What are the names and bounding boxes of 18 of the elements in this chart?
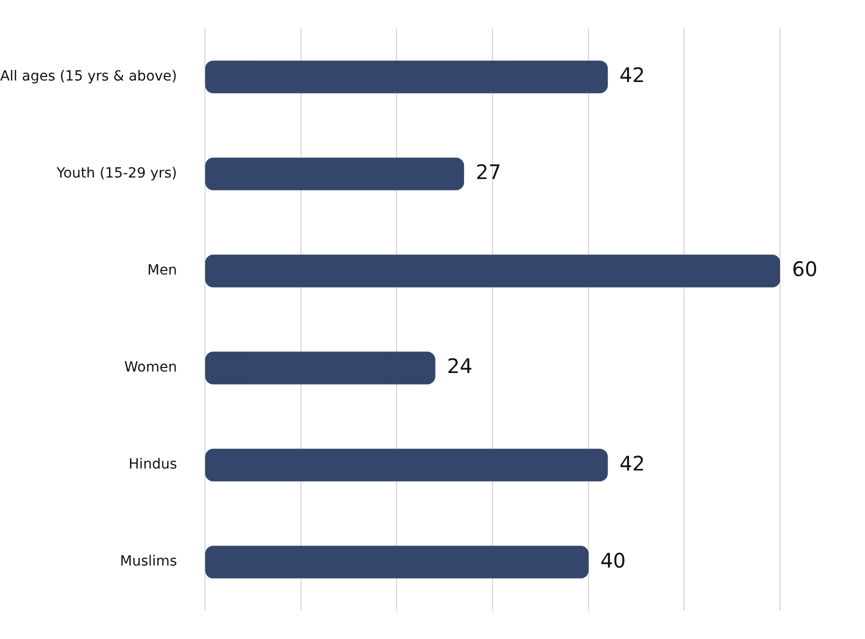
data-label: 42 — [620, 451, 645, 476]
y-tick-label: Hindus — [128, 456, 177, 473]
bar — [205, 448, 608, 482]
bar — [205, 158, 464, 190]
bar — [205, 254, 780, 288]
bar — [205, 60, 608, 94]
data-label: 60 — [792, 257, 818, 282]
data-label: 42 — [620, 63, 645, 88]
bar — [205, 546, 589, 578]
data-label: 24 — [447, 354, 472, 378]
data-label: 27 — [476, 160, 502, 184]
y-tick-label: All ages (15 yrs & above) — [0, 68, 177, 85]
y-tick-label: Men — [147, 262, 177, 279]
data-label: 40 — [600, 548, 626, 572]
y-tick-label: Youth (15-29 yrs) — [56, 166, 177, 182]
y-tick-label: Muslims — [120, 554, 177, 570]
bar — [205, 352, 436, 384]
y-tick-label: Women — [124, 360, 177, 376]
